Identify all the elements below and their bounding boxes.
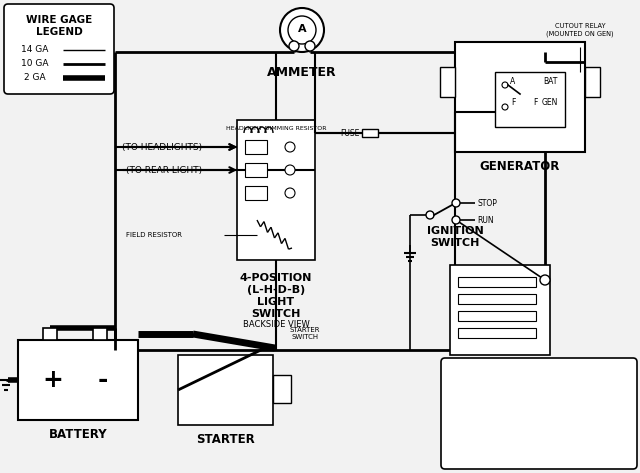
Bar	[43, 328, 57, 340]
Circle shape	[502, 82, 508, 88]
Circle shape	[540, 275, 550, 285]
Circle shape	[285, 188, 295, 198]
Circle shape	[285, 142, 295, 152]
Text: -: -	[98, 368, 108, 392]
Text: F: F	[511, 97, 515, 106]
Circle shape	[289, 41, 299, 51]
Bar	[455, 42, 585, 152]
Bar	[440, 67, 455, 97]
Text: wrm: wrm	[463, 454, 483, 463]
Text: A: A	[298, 24, 307, 34]
Text: RUN: RUN	[477, 216, 493, 225]
Bar	[178, 355, 273, 425]
Text: STARTER: STARTER	[196, 432, 255, 446]
FancyBboxPatch shape	[441, 358, 637, 469]
Bar	[18, 340, 138, 420]
Text: STOP: STOP	[477, 199, 497, 208]
Text: STOCK 6 VOLT W/CUTOUT &: STOCK 6 VOLT W/CUTOUT &	[458, 421, 620, 431]
Text: FEB '02: FEB '02	[581, 454, 615, 463]
Text: GEN: GEN	[542, 97, 558, 106]
Text: WIRE GAGE
LEGEND: WIRE GAGE LEGEND	[26, 15, 92, 37]
Text: SWITCH: SWITCH	[252, 309, 301, 319]
Bar	[362, 129, 378, 137]
Circle shape	[305, 41, 315, 51]
Bar	[237, 120, 315, 260]
Circle shape	[285, 165, 295, 175]
Bar	[245, 140, 267, 154]
Circle shape	[452, 199, 460, 207]
Text: ELECTRICAL SCHEMATIC: ELECTRICAL SCHEMATIC	[468, 379, 609, 389]
Text: AMMETER: AMMETER	[267, 65, 337, 79]
Bar	[458, 277, 536, 287]
Text: MAGNETO: MAGNETO	[509, 435, 568, 445]
Text: 4-POSITION: 4-POSITION	[240, 273, 312, 283]
Bar	[458, 311, 536, 321]
Circle shape	[280, 8, 324, 52]
Text: 10 GA: 10 GA	[21, 60, 49, 69]
Text: FIELD RESISTOR: FIELD RESISTOR	[126, 232, 182, 238]
Bar	[93, 328, 107, 340]
Circle shape	[502, 104, 508, 110]
Text: +: +	[43, 368, 63, 392]
Bar	[458, 294, 536, 304]
Text: BACKSIDE VIEW: BACKSIDE VIEW	[243, 319, 309, 329]
Text: 14 GA: 14 GA	[21, 45, 49, 54]
Text: HEADLIGHT DIMMING RESISTOR: HEADLIGHT DIMMING RESISTOR	[226, 125, 326, 131]
Text: BAT: BAT	[543, 78, 557, 87]
Text: GENERATOR: GENERATOR	[480, 159, 560, 173]
Text: FUSE: FUSE	[340, 129, 360, 138]
Text: (L-H-D-B): (L-H-D-B)	[247, 285, 305, 295]
Text: LIGHT: LIGHT	[257, 297, 294, 307]
Circle shape	[288, 16, 316, 44]
Text: F: F	[533, 97, 537, 106]
Text: MAGNETO: MAGNETO	[467, 362, 533, 376]
Bar	[458, 328, 536, 338]
Bar	[273, 375, 291, 403]
Text: BATTERY: BATTERY	[49, 428, 108, 440]
Circle shape	[452, 216, 460, 224]
Bar	[245, 163, 267, 177]
Circle shape	[426, 211, 434, 219]
Text: FOR: FOR	[527, 393, 551, 403]
Text: IGNITION
SWITCH: IGNITION SWITCH	[427, 226, 483, 248]
Bar	[245, 186, 267, 200]
Text: A: A	[510, 78, 516, 87]
FancyBboxPatch shape	[4, 4, 114, 94]
Bar	[450, 265, 550, 355]
Text: FARMALL H/M: FARMALL H/M	[499, 407, 579, 417]
Text: (TO REAR LIGHT): (TO REAR LIGHT)	[126, 166, 202, 175]
Text: CUTOUT RELAY
(MOUNTED ON GEN): CUTOUT RELAY (MOUNTED ON GEN)	[546, 23, 614, 37]
Bar	[495, 72, 565, 127]
Bar	[585, 67, 600, 97]
Text: (TO HEADLIGHTS): (TO HEADLIGHTS)	[122, 142, 202, 151]
Text: STARTER
SWITCH: STARTER SWITCH	[290, 326, 320, 340]
Text: 2 GA: 2 GA	[24, 73, 46, 82]
